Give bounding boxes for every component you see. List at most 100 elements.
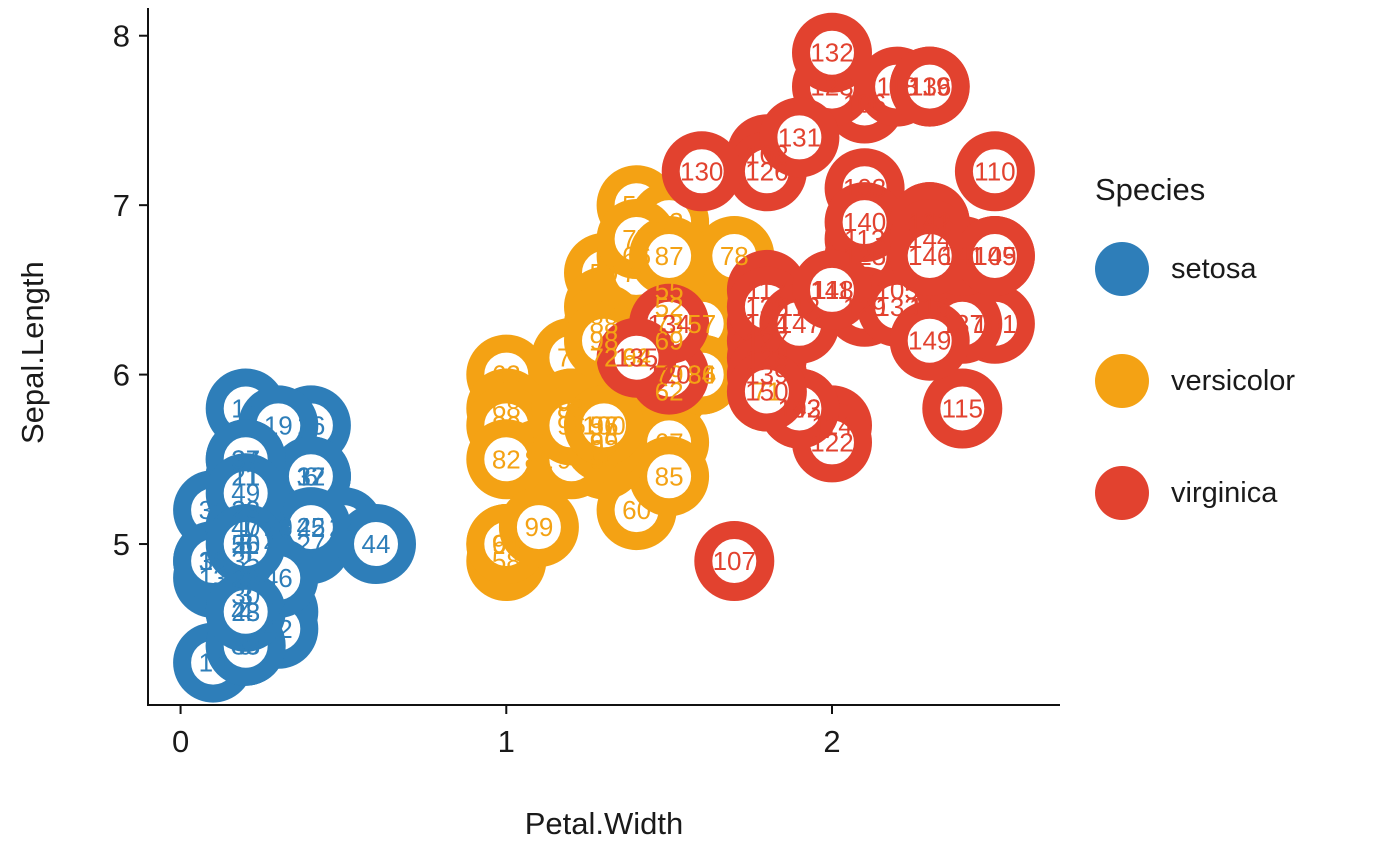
data-point-label: 37 — [231, 444, 260, 474]
data-point-label: 32 — [296, 461, 325, 491]
data-point-label: 100 — [582, 410, 625, 440]
legend-item-virginica: virginica — [1095, 466, 1385, 520]
x-tick-label: 2 — [823, 724, 840, 759]
data-point-label: 47 — [231, 512, 260, 542]
data-point-label: 28 — [231, 495, 260, 525]
data-point-ring — [694, 521, 775, 601]
data-point-label: 130 — [680, 156, 723, 186]
y-tick-label: 5 — [113, 527, 130, 562]
data-point-label: 66 — [622, 241, 651, 271]
data-point-label: 65 — [590, 427, 619, 457]
data-point-label: 91 — [557, 444, 586, 474]
data-point-label: 126 — [745, 156, 788, 186]
data-point-label: 118 — [876, 72, 917, 102]
data-point-ring — [792, 249, 872, 330]
data-point-label: 103 — [843, 173, 886, 203]
data-point-label: 106 — [843, 89, 886, 119]
data-point-label: 61 — [492, 529, 521, 559]
data-point-label: 85 — [655, 461, 684, 491]
data-point-label: 34 — [231, 444, 260, 474]
data-point-label: 68 — [492, 394, 521, 424]
data-point-label: 16 — [296, 410, 325, 440]
data-point-label: 21 — [231, 461, 260, 491]
data-point-label: 102 — [778, 394, 821, 424]
data-point-label: 42 — [264, 614, 293, 644]
data-point-label: 97 — [590, 410, 619, 440]
data-point-label: 29 — [231, 495, 260, 525]
data-point-label: 73 — [655, 309, 684, 339]
data-point-label: 9 — [238, 631, 252, 661]
data-point-label: 33 — [199, 495, 228, 525]
data-point-ring — [954, 131, 1035, 212]
legend-swatch-setosa — [1095, 242, 1149, 296]
data-point-label: 110 — [974, 156, 1015, 186]
x-axis-title: Petal.Width — [524, 806, 684, 841]
data-point-label: 30 — [231, 580, 260, 610]
data-point-label: 67 — [655, 427, 684, 457]
data-point-label: 31 — [231, 563, 260, 593]
data-point-label: 108 — [745, 139, 788, 169]
data-point-ring — [889, 216, 970, 296]
y-tick-label: 7 — [113, 188, 130, 223]
data-point-label: 50 — [231, 529, 260, 559]
data-point-ring — [889, 300, 970, 381]
data-point-label: 23 — [231, 597, 260, 627]
data-point-label: 150 — [745, 377, 788, 407]
data-point-label: 52 — [655, 292, 684, 322]
data-point-label: 17 — [296, 461, 325, 491]
data-point-label: 64 — [622, 343, 651, 373]
data-point-label: 128 — [745, 343, 788, 373]
legend-label: versicolor — [1171, 364, 1296, 397]
data-point-label: 101 — [973, 309, 1016, 339]
data-point-label: 12 — [231, 563, 260, 593]
data-point-label: 90 — [590, 444, 619, 474]
data-point-label: 104 — [745, 309, 788, 339]
data-point-label: 26 — [231, 529, 260, 559]
data-point-label: 113 — [844, 224, 885, 254]
data-point-label: 70 — [524, 427, 553, 457]
data-point-label: 136 — [908, 72, 951, 102]
data-point-label: 75 — [590, 292, 619, 322]
data-point-label: 139 — [745, 360, 788, 390]
data-point-label: 38 — [199, 546, 228, 576]
data-point-ring — [661, 131, 742, 212]
data-point-label: 94 — [492, 529, 521, 559]
data-point-label: 107 — [713, 546, 756, 576]
data-point-label: 71 — [752, 377, 781, 407]
data-point-label: 88 — [590, 309, 619, 339]
data-point-label: 53 — [655, 207, 684, 237]
legend: Species setosa versicolor virginica — [1095, 172, 1385, 578]
data-point-label: 111 — [812, 275, 852, 305]
data-point-label: 112 — [779, 292, 820, 322]
data-point-label: 1 — [238, 512, 252, 542]
data-point-ring — [922, 368, 1003, 449]
data-point-label: 48 — [231, 597, 260, 627]
data-point-label: 138 — [745, 292, 788, 322]
data-point-label: 22 — [296, 512, 325, 542]
data-point-label: 149 — [908, 326, 951, 356]
data-point-label: 123 — [810, 72, 853, 102]
data-point-label: 56 — [590, 410, 619, 440]
data-point-label: 63 — [492, 360, 521, 390]
legend-swatch-virginica — [1095, 466, 1149, 520]
data-point-ring — [792, 12, 872, 93]
data-point-label: 7 — [271, 597, 285, 627]
data-point-label: 141 — [941, 241, 984, 271]
data-point-label: 76 — [622, 258, 651, 288]
data-point-label: 87 — [655, 241, 684, 271]
data-point-label: 119 — [909, 72, 950, 102]
data-point-label: 117 — [746, 275, 787, 305]
legend-item-versicolor: versicolor — [1095, 354, 1385, 408]
y-tick-label: 6 — [113, 358, 130, 393]
data-point-label: 96 — [557, 410, 586, 440]
data-point-label: 146 — [908, 241, 951, 271]
legend-item-setosa: setosa — [1095, 242, 1385, 296]
data-point-label: 95 — [590, 427, 619, 457]
data-point-label: 79 — [655, 360, 684, 390]
data-point-label: 93 — [557, 394, 586, 424]
data-point-label: 125 — [843, 241, 886, 271]
data-point-label: 35 — [231, 546, 260, 576]
data-point-label: 92 — [622, 343, 651, 373]
data-point-label: 10 — [199, 546, 228, 576]
